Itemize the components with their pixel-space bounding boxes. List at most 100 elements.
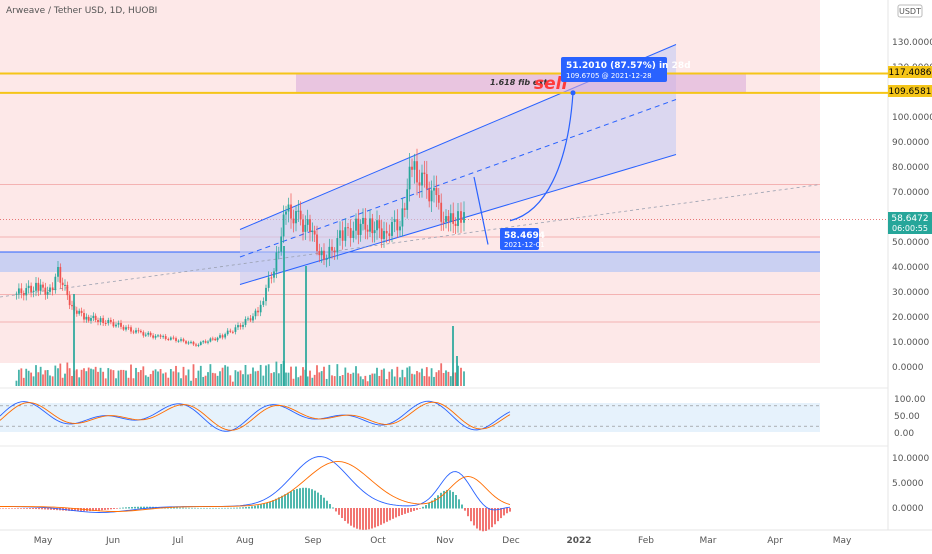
volume-bar [39,366,42,386]
candle-body [287,204,290,212]
macd-hist-bar [221,507,223,509]
volume-bar [430,368,433,386]
macd-hist-bar [443,490,445,509]
volume-bar [30,372,33,386]
volume-bar [406,367,409,386]
volume-bar [132,378,135,386]
volume-bar [440,363,443,386]
volume-bar [149,374,152,386]
volume-bar [142,366,145,386]
macd-hist-bar [296,488,298,509]
volume-bar [37,372,40,386]
volume-bar [454,372,457,386]
candle-body [376,220,378,231]
macd-tick-label: 0.0000 [892,504,924,514]
time-axis-label: Apr [767,536,783,546]
volume-bar [61,377,64,386]
stoch-k-line [0,400,511,432]
candle-body [396,219,399,231]
candle-body [277,251,280,253]
macd-hist-bar [488,508,490,530]
candle-body [282,214,285,237]
macd-hist-bar [476,508,478,529]
macd-hist-bar [359,508,361,530]
stoch-rsi-pane [0,400,820,432]
macd-hist-bar [437,495,439,509]
volume-bar [234,370,237,386]
candle-body [357,218,360,235]
macd-hist-bar [0,508,1,509]
candle-body [297,210,300,212]
macd-hist-bar [338,508,340,515]
macd-hist-bar [407,508,409,513]
candle-body [460,211,462,223]
macd-hist-bar [278,497,280,509]
candle-body [352,230,355,238]
macd-hist-bar [383,508,385,524]
volume-bar [117,370,120,386]
candle-body [49,287,51,292]
candle-body [421,172,423,186]
price-tick-label: 90.0000 [892,138,929,148]
candle-body [185,341,187,344]
candle-body [115,324,117,327]
time-axis-label: Aug [236,536,254,546]
macd-hist-bar [251,506,253,509]
candle-body [259,304,262,313]
candle-body [157,335,159,337]
tag-current-bg [888,212,932,234]
candle-body [229,330,232,332]
volume-bar [262,375,265,386]
volume-bar [57,368,59,386]
candle-body [25,288,28,296]
macd-hist-bar [290,491,292,509]
candle-body [347,227,349,229]
macd-hist-bar [200,507,202,509]
volume-bar [318,372,321,386]
volume-bar [64,373,66,386]
projection[interactable] [509,90,576,222]
candle-body [280,236,283,252]
volume-bar [162,373,165,386]
candle-body [99,318,102,323]
macd-hist-bar [446,489,448,509]
low-callout[interactable] [500,228,539,250]
candle-body [331,246,333,251]
volume-bar [172,371,175,386]
target-callout[interactable] [561,57,667,82]
volume-bar [59,363,62,386]
volume-bar [242,374,244,386]
volume-bar [27,370,30,386]
key-levels[interactable] [0,72,888,94]
volume-bar [154,369,157,386]
candle-body [403,208,406,210]
volume-bar [25,368,28,386]
volume-bar [22,377,25,386]
macd-hist-bar [467,508,469,517]
macd-hist-bar [317,492,319,509]
volume-bar [401,369,404,386]
trend-lines[interactable] [0,176,821,298]
volume-bar [328,364,331,386]
volume-bar [54,365,57,386]
currency-badge[interactable] [897,4,923,18]
candle-body [46,291,49,295]
volume-bar [447,371,450,386]
volume-bar [325,378,328,386]
volume-bar [68,368,71,386]
volume-bar [247,374,249,386]
volume-bar [102,371,105,386]
macd-tick-label: 5.0000 [892,479,924,489]
candle-body [362,217,364,224]
macd-hist-bar [218,507,220,509]
candle-body [323,250,325,260]
volume-bar [273,372,275,386]
candle-body [42,284,44,288]
candle-body [195,344,197,346]
volume-bar [309,370,311,386]
volume-bar [216,375,219,386]
volume-bar [104,378,107,386]
macd-hist-bar [179,507,181,509]
candle-body [304,224,307,232]
